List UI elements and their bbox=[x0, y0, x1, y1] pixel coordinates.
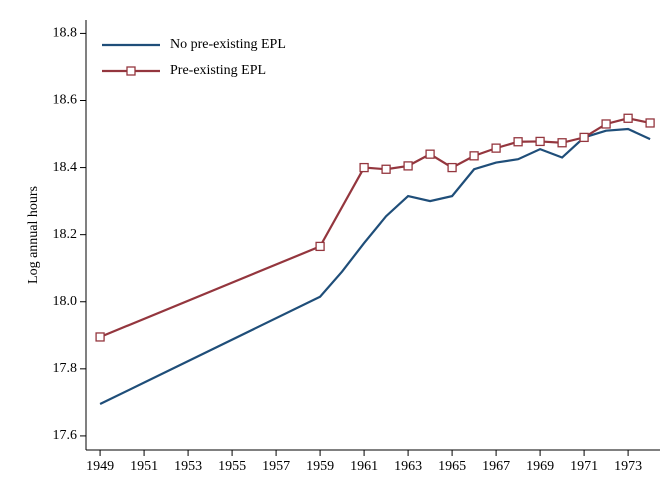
marker bbox=[557, 138, 567, 148]
x-tick-label: 1967 bbox=[482, 459, 510, 474]
x-tick-label: 1961 bbox=[350, 459, 378, 474]
y-tick-label: 18.6 bbox=[53, 93, 78, 108]
x-tick-label: 1973 bbox=[614, 459, 642, 474]
y-tick-label: 18.4 bbox=[53, 160, 78, 175]
series-line bbox=[99, 127, 651, 406]
y-tick-label: 18.2 bbox=[53, 227, 78, 242]
marker bbox=[535, 136, 545, 147]
marker bbox=[645, 118, 655, 128]
marker bbox=[579, 132, 589, 143]
x-tick-label: 1963 bbox=[394, 459, 422, 474]
x-tick-label: 1965 bbox=[438, 459, 466, 474]
x-tick-label: 1969 bbox=[526, 459, 554, 474]
legend-label: Pre-existing EPL bbox=[170, 63, 266, 78]
marker bbox=[381, 164, 391, 174]
x-tick-label: 1953 bbox=[174, 459, 202, 474]
marker bbox=[425, 149, 435, 159]
y-tick-label: 18.0 bbox=[53, 294, 78, 309]
y-tick-label: 17.8 bbox=[53, 361, 78, 376]
x-tick-label: 1949 bbox=[86, 459, 114, 474]
y-tick-label: 18.8 bbox=[53, 26, 78, 41]
x-tick-label: 1971 bbox=[570, 459, 598, 474]
marker bbox=[447, 162, 457, 173]
marker bbox=[623, 113, 633, 123]
legend-label: No pre-existing EPL bbox=[170, 37, 286, 52]
x-tick-label: 1951 bbox=[130, 459, 158, 474]
marker bbox=[513, 137, 523, 147]
marker bbox=[469, 151, 479, 161]
marker bbox=[95, 332, 105, 342]
y-axis-label: Log annual hours bbox=[26, 186, 41, 284]
x-tick-label: 1955 bbox=[218, 459, 246, 474]
marker bbox=[315, 241, 325, 252]
x-tick-label: 1957 bbox=[262, 459, 290, 474]
marker bbox=[601, 119, 611, 129]
series-line bbox=[99, 117, 651, 338]
marker bbox=[491, 143, 501, 153]
x-tick-label: 1959 bbox=[306, 459, 334, 474]
marker bbox=[359, 162, 369, 173]
marker bbox=[403, 161, 413, 171]
y-tick-label: 17.6 bbox=[53, 428, 78, 443]
legend-marker bbox=[126, 66, 136, 76]
